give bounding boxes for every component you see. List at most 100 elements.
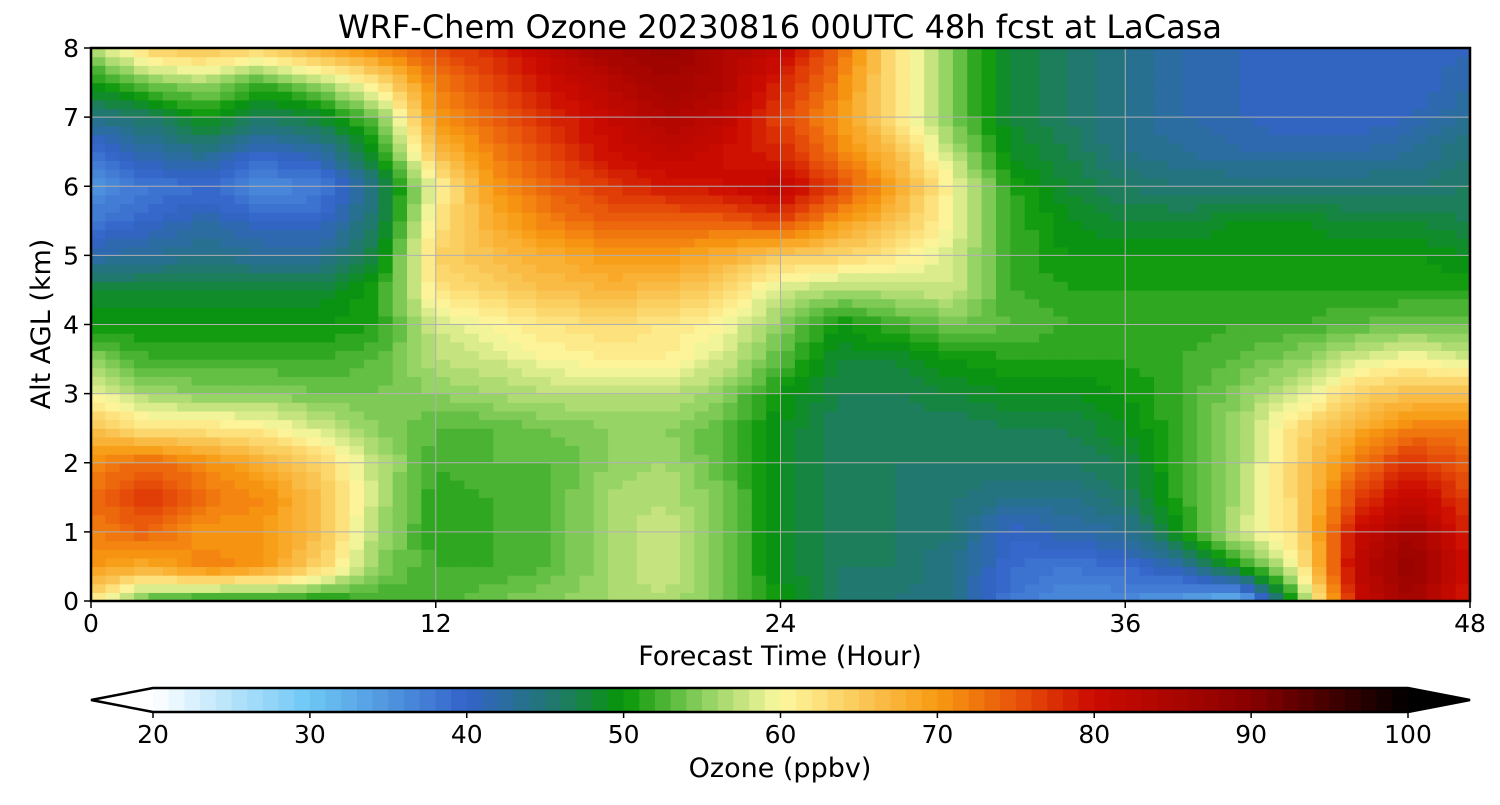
heatmap-cell [1096,523,1112,533]
heatmap-cell [1067,549,1083,559]
heatmap-cell [536,168,552,179]
heatmap-cell [349,289,365,300]
heatmap-cell [924,393,940,403]
heatmap-cell [1082,238,1098,248]
heatmap-cell [493,549,509,559]
heatmap-cell [1441,566,1457,576]
heatmap-cell [1240,264,1256,274]
heatmap-cell [952,160,968,170]
heatmap-cell [636,246,652,256]
heatmap-cell [665,471,681,481]
heatmap-cell [493,203,509,213]
heatmap-cell [378,289,394,300]
heatmap-cell [220,471,236,481]
heatmap-cell [593,384,609,395]
heatmap-cell [837,341,853,352]
heatmap-cell [349,367,365,377]
heatmap-cell [1326,255,1342,265]
heatmap-cell [306,307,322,317]
heatmap-cell [924,549,940,559]
heatmap-cell [550,203,566,213]
heatmap-cell [1268,488,1284,498]
heatmap-cell [493,246,509,256]
heatmap-cell [952,220,968,231]
heatmap-cell [191,540,207,550]
heatmap-cell [521,523,537,533]
heatmap-cell [493,229,509,239]
heatmap-cell [1053,462,1069,472]
heatmap-cell [162,264,178,274]
heatmap-cell [320,531,336,542]
heatmap-cell [478,505,494,516]
heatmap-cell [751,566,767,576]
heatmap-cell [708,212,724,222]
heatmap-cell [751,203,767,213]
heatmap-cell [938,359,954,369]
heatmap-cell [1455,445,1470,455]
heatmap-cell [1153,462,1169,472]
heatmap-cell [1355,203,1371,213]
heatmap-cell [148,566,164,576]
heatmap-cell [435,194,451,205]
heatmap-cell [349,272,365,282]
heatmap-cell [148,505,164,516]
heatmap-cell [1297,168,1313,179]
heatmap-cell [1211,229,1227,239]
heatmap-cell [1283,324,1299,334]
heatmap-cell [1053,376,1069,386]
heatmap-cell [263,220,279,231]
heatmap-cell [191,298,207,308]
heatmap-cell [162,177,178,187]
heatmap-cell [1139,367,1155,377]
heatmap-cell [1297,359,1313,369]
heatmap-cell [1096,194,1112,205]
heatmap-cell [1455,505,1470,516]
heatmap-cell [1067,186,1083,196]
heatmap-cell [737,514,753,524]
heatmap-cell [1297,583,1313,593]
heatmap-cell [493,410,509,421]
heatmap-cell [1441,307,1457,317]
heatmap-cell [1096,592,1112,601]
heatmap-cell [249,566,264,576]
heatmap-cell [909,350,925,360]
heatmap-cell [105,272,121,282]
heatmap-cell [694,194,710,205]
heatmap-cell [536,298,552,308]
heatmap-cell [794,523,810,533]
heatmap-cell [866,557,882,568]
heatmap-cell [1355,255,1371,265]
heatmap-cell [148,480,164,490]
heatmap-cell [277,264,293,274]
heatmap-cell [1369,445,1385,455]
heatmap-cell [1398,186,1414,196]
heatmap-cell [1254,229,1270,239]
heatmap-cell [1240,307,1256,317]
heatmap-cell [1311,186,1327,196]
heatmap-cell [766,410,782,421]
heatmap-cell [191,454,207,464]
heatmap-cell [708,419,724,429]
heatmap-cell [1153,436,1169,447]
heatmap-cell [751,324,767,334]
heatmap-cell [507,307,523,317]
heatmap-cell [435,583,451,593]
heatmap-cell [565,540,580,550]
heatmap-cell [1441,557,1457,568]
heatmap-cell [191,255,207,265]
heatmap-cell [191,575,207,585]
heatmap-cell [148,575,164,585]
heatmap-cell [478,488,494,498]
heatmap-cell [780,575,796,585]
heatmap-cell [593,220,609,231]
heatmap-cell [1398,393,1414,403]
heatmap-cell [1340,289,1356,300]
heatmap-cell [234,505,250,516]
heatmap-cell [292,359,308,369]
heatmap-cell [981,212,997,222]
heatmap-cell [780,289,796,300]
heatmap-cell [277,497,293,507]
heatmap-cell [450,480,466,490]
heatmap-cell [550,324,566,334]
heatmap-cell [1139,402,1155,412]
